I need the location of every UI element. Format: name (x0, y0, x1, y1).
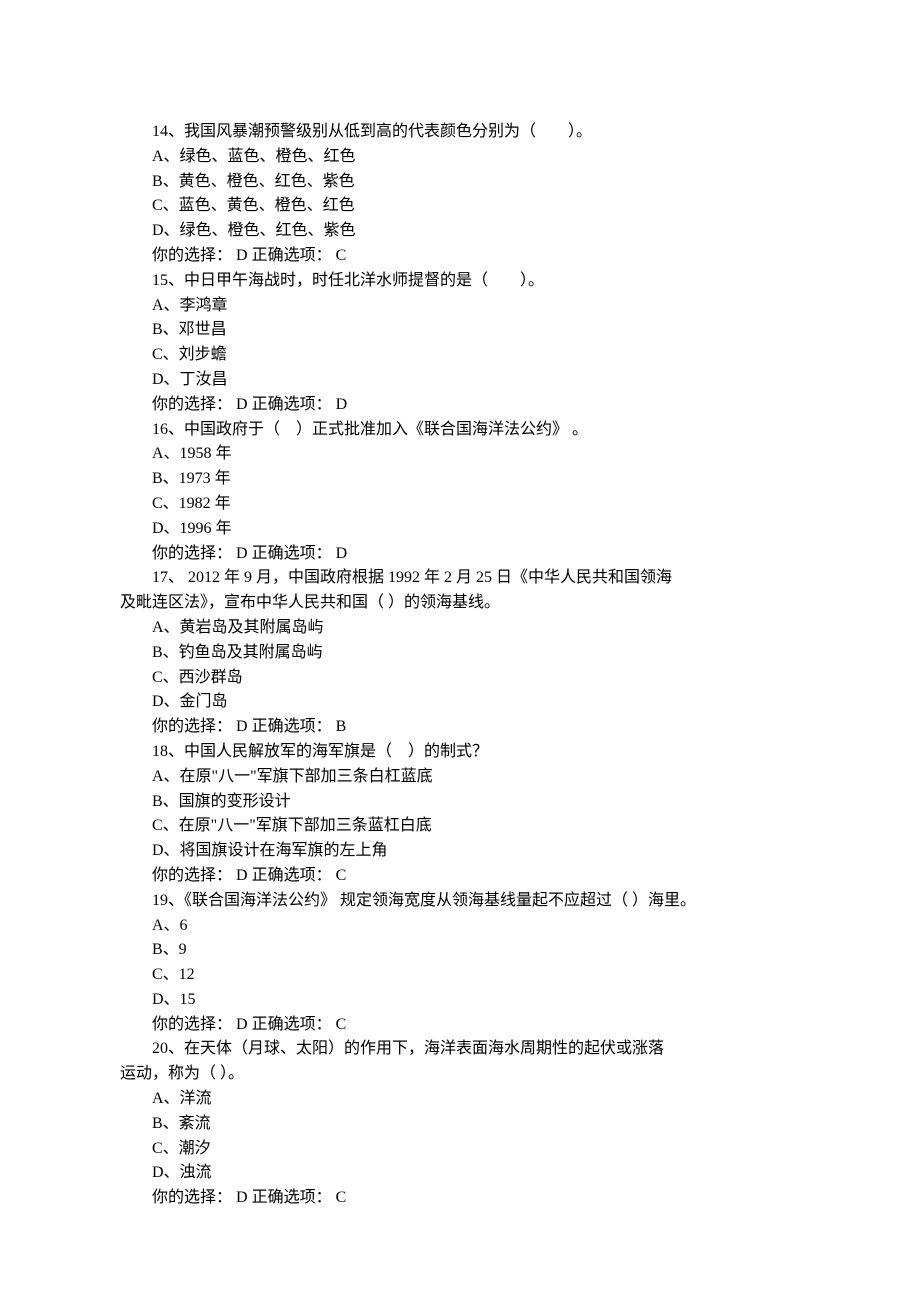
your-choice-value: D (236, 396, 248, 413)
option-a: A、黄岩岛及其附属岛屿 (120, 616, 800, 641)
option-d: D、将国旗设计在海军旗的左上角 (120, 839, 800, 864)
your-choice-label: 你的选择： (152, 1189, 236, 1206)
option-b: B、国旗的变形设计 (120, 790, 800, 815)
correct-value: C (336, 867, 347, 884)
option-a: A、洋流 (120, 1087, 800, 1112)
option-d: D、浊流 (120, 1161, 800, 1186)
your-choice-value: D (236, 247, 248, 264)
question-number: 15 (152, 272, 168, 289)
option-c: C、西沙群岛 (120, 666, 800, 691)
question-16-stem: 16、中国政府于（ ）正式批准加入《联合国海洋法公约》 。 (120, 418, 800, 443)
answer-line: 你的选择： D 正确选项： D (120, 393, 800, 418)
option-b: B、紊流 (120, 1112, 800, 1137)
your-choice-label: 你的选择： (152, 545, 236, 562)
your-choice-label: 你的选择： (152, 247, 236, 264)
your-choice-label: 你的选择： (152, 1016, 236, 1033)
correct-value: D (336, 545, 348, 562)
question-number: 20 (152, 1040, 168, 1057)
correct-label: 正确选项： (248, 1189, 336, 1206)
option-d: D、15 (120, 988, 800, 1013)
question-text: 、我国风暴潮预警级别从低到高的代表颜色分别为（ ）。 (168, 123, 592, 140)
correct-label: 正确选项： (248, 1016, 336, 1033)
question-20-stem-line1: 20、在天体（月球、太阳）的作用下，海洋表面海水周期性的起伏或涨落 (120, 1037, 800, 1062)
correct-label: 正确选项： (248, 247, 336, 264)
option-c: C、12 (120, 963, 800, 988)
correct-value: C (336, 1189, 347, 1206)
question-20-stem-line2: 运动，称为（ ）。 (120, 1062, 800, 1087)
option-c: C、在原"八一"军旗下部加三条蓝杠白底 (120, 814, 800, 839)
option-d: D、1996 年 (120, 517, 800, 542)
correct-label: 正确选项： (248, 396, 336, 413)
question-14-stem: 14、我国风暴潮预警级别从低到高的代表颜色分别为（ ）。 (120, 120, 800, 145)
option-b: B、钓鱼岛及其附属岛屿 (120, 641, 800, 666)
your-choice-value: D (236, 867, 248, 884)
option-c: C、潮汐 (120, 1137, 800, 1162)
answer-line: 你的选择： D 正确选项： C (120, 864, 800, 889)
question-text-line1: 、 2012 年 9 月，中国政府根据 1992 年 2 月 25 日《中华人民… (168, 569, 672, 586)
option-a: A、1958 年 (120, 442, 800, 467)
question-17-stem-line2: 及毗连区法》，宣布中华人民共和国（ ）的领海基线。 (120, 591, 800, 616)
question-number: 17 (152, 569, 168, 586)
question-number: 16 (152, 421, 168, 438)
question-text: 、中国政府于（ ）正式批准加入《联合国海洋法公约》 。 (168, 421, 588, 438)
question-number: 19 (152, 892, 168, 909)
correct-label: 正确选项： (248, 718, 336, 735)
correct-value: B (336, 718, 347, 735)
your-choice-label: 你的选择： (152, 396, 236, 413)
exam-page: 14、我国风暴潮预警级别从低到高的代表颜色分别为（ ）。 A、绿色、蓝色、橙色、… (0, 0, 920, 1271)
correct-label: 正确选项： (248, 867, 336, 884)
question-19-stem: 19、《联合国海洋法公约》 规定领海宽度从领海基线量起不应超过（ ）海里。 (120, 889, 800, 914)
answer-line: 你的选择： D 正确选项： C (120, 244, 800, 269)
question-17-stem-line1: 17、 2012 年 9 月，中国政府根据 1992 年 2 月 25 日《中华… (120, 566, 800, 591)
your-choice-label: 你的选择： (152, 867, 236, 884)
option-a: A、李鸿章 (120, 294, 800, 319)
option-c: C、1982 年 (120, 492, 800, 517)
question-text-line1: 、在天体（月球、太阳）的作用下，海洋表面海水周期性的起伏或涨落 (168, 1040, 664, 1057)
your-choice-label: 你的选择： (152, 718, 236, 735)
question-number: 18 (152, 743, 168, 760)
question-number: 14 (152, 123, 168, 140)
question-text: 、中国人民解放军的海军旗是（ ）的制式？ (168, 743, 488, 760)
your-choice-value: D (236, 545, 248, 562)
answer-line: 你的选择： D 正确选项： C (120, 1013, 800, 1038)
option-a: A、6 (120, 914, 800, 939)
answer-line: 你的选择： D 正确选项： C (120, 1186, 800, 1211)
answer-line: 你的选择： D 正确选项： B (120, 715, 800, 740)
correct-label: 正确选项： (248, 545, 336, 562)
correct-value: D (336, 396, 348, 413)
question-18-stem: 18、中国人民解放军的海军旗是（ ）的制式？ (120, 740, 800, 765)
your-choice-value: D (236, 1189, 248, 1206)
option-a: A、在原"八一"军旗下部加三条白杠蓝底 (120, 765, 800, 790)
option-d: D、金门岛 (120, 690, 800, 715)
correct-value: C (336, 247, 347, 264)
option-b: B、黄色、橙色、红色、紫色 (120, 170, 800, 195)
answer-line: 你的选择： D 正确选项： D (120, 542, 800, 567)
option-d: D、丁汝昌 (120, 368, 800, 393)
option-b: B、9 (120, 938, 800, 963)
your-choice-value: D (236, 718, 248, 735)
your-choice-value: D (236, 1016, 248, 1033)
option-a: A、绿色、蓝色、橙色、红色 (120, 145, 800, 170)
option-c: C、蓝色、黄色、橙色、红色 (120, 194, 800, 219)
question-15-stem: 15、中日甲午海战时，时任北洋水师提督的是（ ）。 (120, 269, 800, 294)
option-c: C、刘步蟾 (120, 343, 800, 368)
option-d: D、绿色、橙色、红色、紫色 (120, 219, 800, 244)
option-b: B、1973 年 (120, 467, 800, 492)
question-text: 、《联合国海洋法公约》 规定领海宽度从领海基线量起不应超过（ ）海里。 (168, 892, 696, 909)
correct-value: C (336, 1016, 347, 1033)
question-text: 、中日甲午海战时，时任北洋水师提督的是（ ）。 (168, 272, 544, 289)
option-b: B、邓世昌 (120, 318, 800, 343)
